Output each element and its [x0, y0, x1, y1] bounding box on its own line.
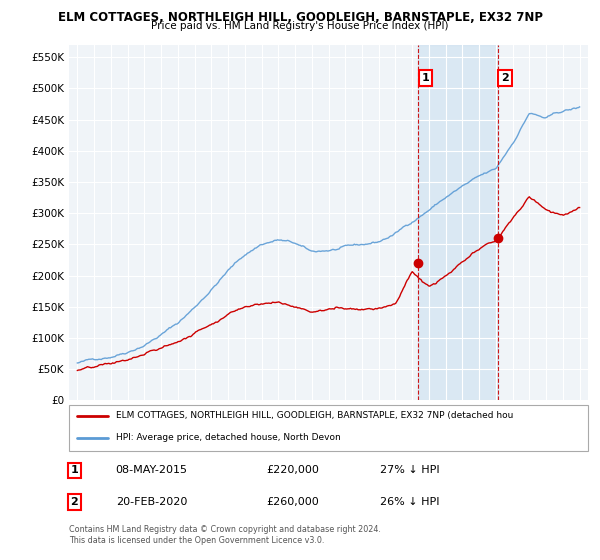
- FancyBboxPatch shape: [69, 405, 588, 451]
- Text: HPI: Average price, detached house, North Devon: HPI: Average price, detached house, Nort…: [116, 433, 340, 442]
- Bar: [418, 45, 498, 400]
- Text: 2: 2: [70, 497, 78, 507]
- Text: £220,000: £220,000: [266, 465, 319, 475]
- Text: 2: 2: [501, 73, 509, 83]
- Text: Contains HM Land Registry data © Crown copyright and database right 2024.
This d: Contains HM Land Registry data © Crown c…: [69, 525, 381, 545]
- Text: ELM COTTAGES, NORTHLEIGH HILL, GOODLEIGH, BARNSTAPLE, EX32 7NP (detached hou: ELM COTTAGES, NORTHLEIGH HILL, GOODLEIGH…: [116, 412, 513, 421]
- Text: 1: 1: [70, 465, 78, 475]
- Text: Price paid vs. HM Land Registry's House Price Index (HPI): Price paid vs. HM Land Registry's House …: [151, 21, 449, 31]
- Text: 08-MAY-2015: 08-MAY-2015: [116, 465, 188, 475]
- Text: 26% ↓ HPI: 26% ↓ HPI: [380, 497, 440, 507]
- Text: 27% ↓ HPI: 27% ↓ HPI: [380, 465, 440, 475]
- Text: 20-FEB-2020: 20-FEB-2020: [116, 497, 187, 507]
- Text: ELM COTTAGES, NORTHLEIGH HILL, GOODLEIGH, BARNSTAPLE, EX32 7NP: ELM COTTAGES, NORTHLEIGH HILL, GOODLEIGH…: [58, 11, 542, 24]
- Text: 1: 1: [421, 73, 429, 83]
- Text: £260,000: £260,000: [266, 497, 319, 507]
